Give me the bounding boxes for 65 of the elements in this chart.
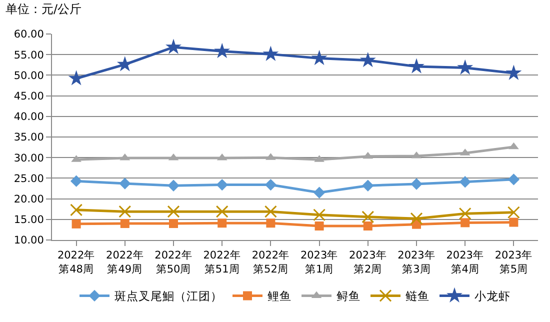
y-tick-label: 55.00: [14, 49, 44, 62]
x-tick-label: 2022年第48周: [57, 250, 96, 276]
point: [70, 204, 83, 216]
x-tick-label: 2022年第52周: [252, 250, 290, 276]
x-tick-label: 2023年第4周: [446, 250, 484, 276]
point: [508, 174, 520, 186]
x-tick-label: 2023年第3周: [398, 250, 436, 276]
point: [408, 58, 424, 74]
legend-label: 斑点叉尾鮰（江团）: [114, 289, 222, 304]
chart-title: 单位：元/公斤: [6, 2, 82, 16]
point: [362, 210, 374, 224]
point: [168, 180, 180, 192]
point: [311, 50, 328, 66]
point: [119, 178, 131, 190]
y-tick-label: 45.00: [14, 90, 44, 102]
x-tick-label: 2022年第51周: [203, 250, 241, 276]
point: [410, 178, 422, 190]
point: [362, 180, 374, 192]
point: [314, 221, 324, 230]
point: [70, 175, 82, 187]
point: [459, 176, 471, 188]
y-tick-label: 20.00: [14, 193, 44, 206]
point: [313, 208, 326, 222]
legend-label: 鲢鱼: [406, 289, 430, 304]
x-tick-label: 2023年第5周: [494, 250, 533, 276]
x-tick-label: 2023年第2周: [349, 250, 387, 276]
y-tick-label: 50.00: [14, 70, 44, 82]
y-tick-label: 40.00: [14, 111, 44, 124]
point: [216, 205, 228, 218]
point: [169, 219, 178, 228]
point: [457, 59, 474, 75]
point: [363, 221, 372, 230]
point: [214, 42, 230, 58]
legend-label: 鲟鱼: [336, 289, 360, 304]
point: [506, 64, 522, 80]
y-tick-label: 60.00: [14, 28, 44, 41]
point: [313, 186, 326, 198]
point: [118, 205, 132, 218]
point: [72, 219, 81, 228]
x-tick-label: 2023年第1周: [300, 250, 338, 276]
legend-label: 鲤鱼: [268, 289, 292, 304]
point: [266, 218, 276, 228]
point: [264, 178, 277, 191]
point: [166, 38, 182, 54]
x-tick-label: 2022年第49周: [106, 250, 144, 276]
x-tick-label: 2022年第50周: [154, 250, 192, 276]
point: [218, 218, 227, 228]
point: [167, 205, 180, 218]
legend-label: 小龙虾: [474, 289, 510, 304]
point: [509, 218, 518, 227]
point: [262, 46, 279, 61]
y-tick-label: 25.00: [14, 172, 44, 185]
point: [507, 206, 520, 219]
point: [458, 207, 472, 220]
y-tick-label: 30.00: [14, 152, 44, 164]
y-tick-label: 35.00: [14, 132, 44, 144]
point: [410, 212, 423, 225]
point: [460, 218, 470, 228]
y-tick-label: 15.00: [14, 214, 44, 226]
y-tick-label: 10.00: [14, 234, 44, 247]
point: [264, 205, 277, 218]
point: [216, 178, 228, 191]
point: [508, 142, 519, 150]
point: [360, 52, 376, 68]
point: [120, 219, 130, 228]
